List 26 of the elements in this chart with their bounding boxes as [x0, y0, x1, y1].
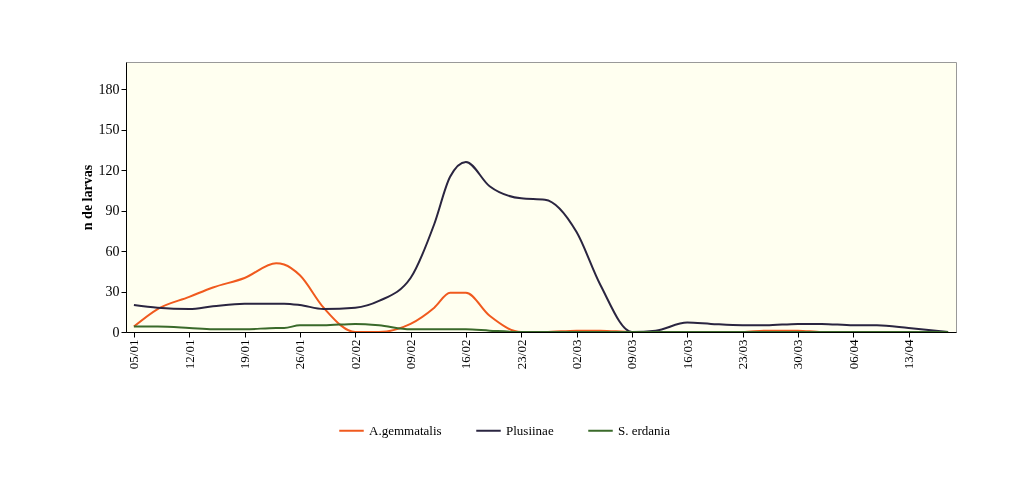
x-tick-label: 09/03 [624, 339, 640, 370]
x-tick-label: 23/02 [513, 339, 529, 370]
legend-label: S. erdania [618, 422, 671, 438]
x-tick-label: 16/02 [458, 339, 474, 370]
y-tick-label: 30 [105, 284, 120, 299]
y-tick-label: 120 [98, 162, 120, 178]
x-tick-label: 30/03 [790, 339, 806, 370]
legend-label: Plusiinae [506, 422, 554, 438]
x-tick-label: 12/01 [181, 339, 197, 370]
x-tick-label: 06/04 [845, 339, 861, 370]
x-tick-label: 13/04 [901, 339, 917, 370]
y-tick-label: 60 [105, 243, 120, 259]
y-tick-label: 180 [98, 81, 120, 97]
x-tick-label: 26/01 [292, 339, 308, 370]
x-tick-label: 05/01 [126, 339, 142, 370]
x-tick-label: 16/03 [679, 339, 695, 370]
x-tick-label: 02/03 [569, 339, 585, 370]
y-axis-title: n de larvas [79, 164, 95, 231]
x-tick-label: 09/02 [403, 339, 419, 370]
y-tick-label: 90 [105, 203, 120, 218]
legend-label: A.gemmatalis [369, 422, 442, 438]
y-tick-label: 150 [98, 122, 120, 137]
x-tick-label: 19/01 [237, 339, 253, 370]
x-tick-label: 02/02 [347, 339, 363, 370]
y-tick-label: 0 [112, 324, 120, 340]
x-tick-label: 23/03 [735, 339, 751, 370]
